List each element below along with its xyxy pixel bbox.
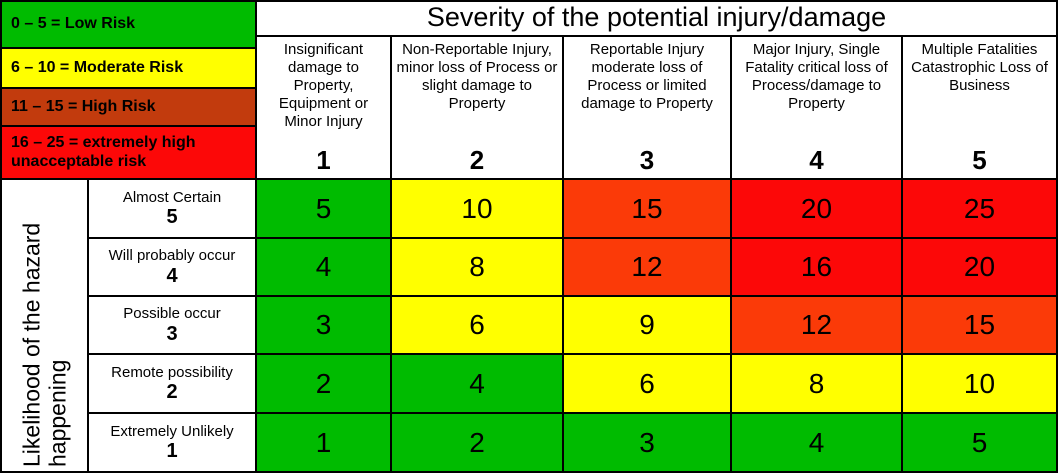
- risk-score-cell-L2-S3: 6: [562, 353, 730, 412]
- risk-score-cell-L5-S4: 20: [730, 178, 901, 237]
- likelihood-row-number: 3: [166, 322, 178, 345]
- severity-column-description: Major Injury, Single Fatality critical l…: [745, 41, 888, 112]
- likelihood-row-number: 4: [166, 264, 178, 287]
- risk-score-cell-L1-S3: 3: [562, 412, 730, 471]
- legend-item-1: 0 – 5 = Low Risk: [2, 2, 255, 47]
- likelihood-row-header-5: Almost Certain 5: [87, 178, 255, 237]
- severity-column-header-1: Insignificant damage to Property, Equipm…: [255, 35, 390, 178]
- legend-item-2: 6 – 10 = Moderate Risk: [2, 47, 255, 87]
- risk-score-cell-L1-S4: 4: [730, 412, 901, 471]
- legend-item-3: 11 – 15 = High Risk: [2, 87, 255, 125]
- risk-score-cell-L3-S2: 6: [390, 295, 562, 353]
- likelihood-axis-label-cell: Likelihood of the hazard happening: [2, 178, 87, 471]
- risk-score-cell-L2-S2: 4: [390, 353, 562, 412]
- risk-score-cell-L4-S5: 20: [901, 237, 1056, 295]
- risk-score-cell-L1-S5: 5: [901, 412, 1056, 471]
- likelihood-row-number: 5: [166, 206, 178, 229]
- likelihood-row-header-3: Possible occur 3: [87, 295, 255, 353]
- risk-score-cell-L4-S3: 12: [562, 237, 730, 295]
- severity-column-number: 4: [809, 145, 824, 175]
- likelihood-row-header-1: Extremely Unlikely 1: [87, 412, 255, 471]
- likelihood-row-label: Will probably occur: [108, 247, 236, 265]
- likelihood-row-header-4: Will probably occur 4: [87, 237, 255, 295]
- likelihood-row-label: Almost Certain: [122, 188, 222, 206]
- likelihood-row-label: Extremely Unlikely: [110, 422, 234, 440]
- severity-column-number: 5: [972, 145, 987, 175]
- likelihood-row-header-2: Remote possibility 2: [87, 353, 255, 412]
- risk-score-cell-L4-S4: 16: [730, 237, 901, 295]
- risk-score-cell-L2-S5: 10: [901, 353, 1056, 412]
- risk-score-cell-L5-S1: 5: [255, 178, 390, 237]
- risk-legend: 0 – 5 = Low Risk 6 – 10 = Moderate Risk 11…: [2, 2, 255, 178]
- severity-column-header-3: Reportable Injury moderate loss of Proce…: [562, 35, 730, 178]
- severity-column-number: 2: [469, 145, 485, 175]
- risk-score-cell-L3-S4: 12: [730, 295, 901, 353]
- legend-item-label: 16 – 25 = extremely high unacceptable ri…: [11, 133, 196, 170]
- risk-score-cell-L5-S5: 25: [901, 178, 1056, 237]
- likelihood-row-number: 1: [166, 440, 178, 463]
- risk-score-cell-L5-S2: 10: [390, 178, 562, 237]
- legend-item-label: 11 – 15 = High Risk: [11, 97, 156, 115]
- severity-column-header-4: Major Injury, Single Fatality critical l…: [730, 35, 901, 178]
- severity-column-header-5: Multiple Fatalities Catastrophic Loss of…: [901, 35, 1056, 178]
- severity-column-description: Reportable Injury moderate loss of Proce…: [581, 41, 713, 112]
- legend-item-label: 0 – 5 = Low Risk: [11, 15, 136, 33]
- risk-score-cell-L3-S5: 15: [901, 295, 1056, 353]
- severity-column-number: 1: [316, 145, 331, 175]
- legend-item-label: 6 – 10 = Moderate Risk: [11, 58, 184, 76]
- severity-column-description: Non-Reportable Injury, minor loss of Pro…: [396, 41, 558, 112]
- likelihood-axis-label: Likelihood of the hazard happening: [17, 222, 70, 467]
- risk-score-cell-L1-S1: 1: [255, 412, 390, 471]
- risk-score-cell-L2-S4: 8: [730, 353, 901, 412]
- severity-column-description: Multiple Fatalities Catastrophic Loss of…: [911, 41, 1048, 94]
- severity-column-number: 3: [639, 145, 655, 175]
- risk-score-cell-L2-S1: 2: [255, 353, 390, 412]
- risk-score-cell-L4-S2: 8: [390, 237, 562, 295]
- risk-score-cell-L1-S2: 2: [390, 412, 562, 471]
- severity-axis-title: Severity of the potential injury/damage: [255, 2, 1056, 35]
- risk-score-cell-L4-S1: 4: [255, 237, 390, 295]
- likelihood-row-label: Possible occur: [123, 305, 221, 323]
- likelihood-row-number: 2: [166, 381, 178, 404]
- severity-column-header-2: Non-Reportable Injury, minor loss of Pro…: [390, 35, 562, 178]
- legend-item-4: 16 – 25 = extremely high unacceptable ri…: [2, 125, 255, 178]
- risk-score-cell-L3-S1: 3: [255, 295, 390, 353]
- severity-column-description: Insignificant damage to Property, Equipm…: [278, 41, 369, 130]
- likelihood-row-label: Remote possibility: [111, 363, 233, 381]
- risk-score-cell-L3-S3: 9: [562, 295, 730, 353]
- risk-score-cell-L5-S3: 15: [562, 178, 730, 237]
